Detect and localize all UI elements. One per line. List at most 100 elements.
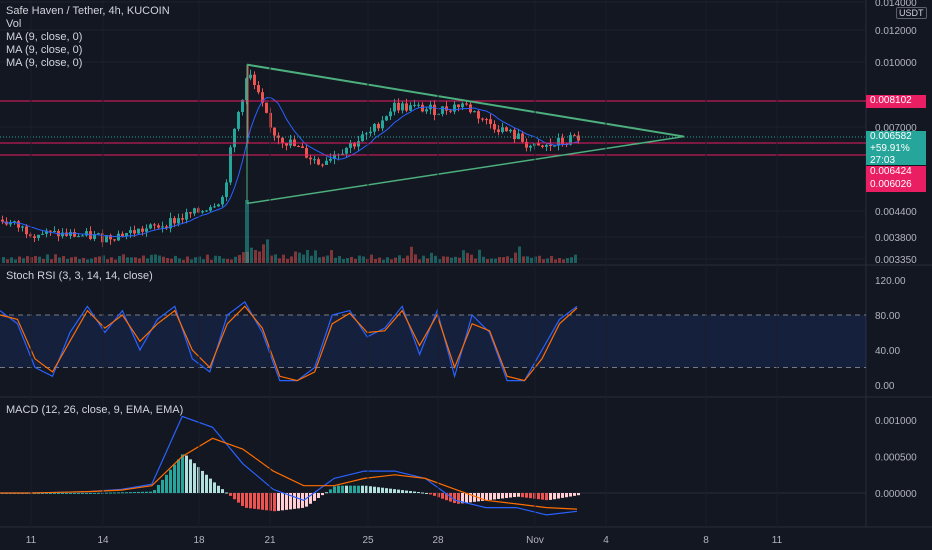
volume-bar <box>306 250 309 263</box>
symbol-title[interactable]: Safe Haven / Tether, 4h, KUCOIN <box>6 5 170 17</box>
macd-hist-bar <box>369 486 372 493</box>
macd-hist-bar <box>145 491 148 493</box>
volume-bar <box>230 259 233 263</box>
candle-body <box>421 104 424 112</box>
volume-bar <box>418 259 421 263</box>
candle-body <box>157 225 160 228</box>
candle-body <box>537 143 540 146</box>
ma-label-3[interactable]: MA (9, close, 0) <box>6 57 83 69</box>
candle-body <box>377 123 380 129</box>
macd-hist-bar <box>181 454 184 493</box>
macd-hist-bar <box>173 464 176 493</box>
volume-bar <box>118 255 121 263</box>
macd-hist-bar <box>73 493 76 494</box>
candle-body <box>301 146 304 149</box>
volume-bar <box>482 256 485 263</box>
volume-bar <box>114 259 117 263</box>
volume-bar <box>202 259 205 263</box>
volume-label[interactable]: Vol <box>6 18 22 30</box>
candle-body <box>353 143 356 147</box>
candle-body <box>61 232 64 237</box>
volume-bar <box>466 252 469 263</box>
macd-hist-bar <box>109 492 112 494</box>
macd-hist-bar <box>329 489 332 493</box>
volume-bar <box>42 258 45 263</box>
candle-body <box>457 104 460 108</box>
volume-bar <box>398 255 401 263</box>
stoch-rsi-label[interactable]: Stoch RSI (3, 3, 14, 14, close) <box>6 270 153 282</box>
candle-body <box>149 224 152 229</box>
volume-bar <box>182 259 185 263</box>
macd-hist-bar <box>361 485 364 493</box>
candle-body <box>501 127 504 132</box>
volume-bar <box>122 254 125 263</box>
macd-hist-bar <box>481 493 484 501</box>
candle-body <box>529 145 532 148</box>
volume-bar <box>442 256 445 263</box>
ma-label-1[interactable]: MA (9, close, 0) <box>6 31 83 43</box>
volume-bar <box>506 256 509 263</box>
volume-bar <box>206 254 209 263</box>
candle-body <box>549 144 552 147</box>
volume-bar <box>382 259 385 263</box>
macd-hist-bar <box>573 493 576 496</box>
volume-bar <box>394 257 397 263</box>
macd-hist-bar <box>69 493 72 494</box>
ma-label-2[interactable]: MA (9, close, 0) <box>6 44 83 56</box>
candle-body <box>281 137 284 144</box>
macd-hist-bar <box>325 492 328 494</box>
candle-body <box>513 129 516 140</box>
volume-bar <box>490 258 493 263</box>
volume-bar <box>226 258 229 263</box>
macd-label[interactable]: MACD (12, 26, close, 9, EMA, EMA) <box>6 404 184 416</box>
volume-bar <box>298 252 301 263</box>
macd-hist-bar <box>577 493 580 496</box>
volume-bar <box>390 259 393 263</box>
macd-signal-line <box>0 437 578 510</box>
candle-body <box>233 128 236 148</box>
macd-hist-bar <box>97 492 100 494</box>
candle-body <box>577 135 580 141</box>
volume-series <box>2 200 577 263</box>
macd-hist-bar <box>297 493 300 509</box>
macd-hist-bar <box>149 491 152 493</box>
macd-hist-bar <box>253 493 256 509</box>
ma-line <box>2 97 579 238</box>
macd-hist-bar <box>309 493 312 504</box>
volume-bar <box>286 258 289 263</box>
macd-hist-bar <box>305 493 308 507</box>
volume-bar <box>110 257 113 263</box>
candle-body <box>265 102 268 113</box>
candle-body <box>249 74 252 79</box>
volume-bar <box>406 255 409 263</box>
volume-bar <box>526 256 529 263</box>
price-tick-10: 0.003350 <box>875 255 917 266</box>
macd-hist-bar <box>457 493 460 504</box>
volume-bar <box>70 257 73 263</box>
candle-body <box>21 226 24 228</box>
volume-bar <box>302 254 305 263</box>
volume-bar <box>222 258 225 263</box>
macd-hist-bar <box>529 493 532 499</box>
macd-hist-bar <box>381 487 384 493</box>
macd-hist-bar <box>225 492 228 494</box>
volume-bar <box>154 254 157 263</box>
macd-hist-bar <box>245 493 248 508</box>
volume-bar <box>470 254 473 263</box>
volume-bar <box>510 258 513 263</box>
time-tick-6: Nov <box>526 535 544 546</box>
time-tick-5: 28 <box>432 535 444 546</box>
volume-bar <box>146 258 149 263</box>
volume-bar <box>434 255 437 263</box>
candle-body <box>433 104 436 116</box>
macd-hist-bar <box>509 493 512 498</box>
macd-hist-bar <box>429 493 432 495</box>
bar-countdown: 27:03 <box>870 155 896 166</box>
volume-bar <box>318 257 321 263</box>
time-tick-0: 11 <box>26 535 37 546</box>
macd-hist-bar <box>497 493 500 499</box>
macd-hist-bar <box>249 493 252 509</box>
macd-hist-bar <box>553 493 556 500</box>
time-tick-2: 18 <box>193 535 205 546</box>
